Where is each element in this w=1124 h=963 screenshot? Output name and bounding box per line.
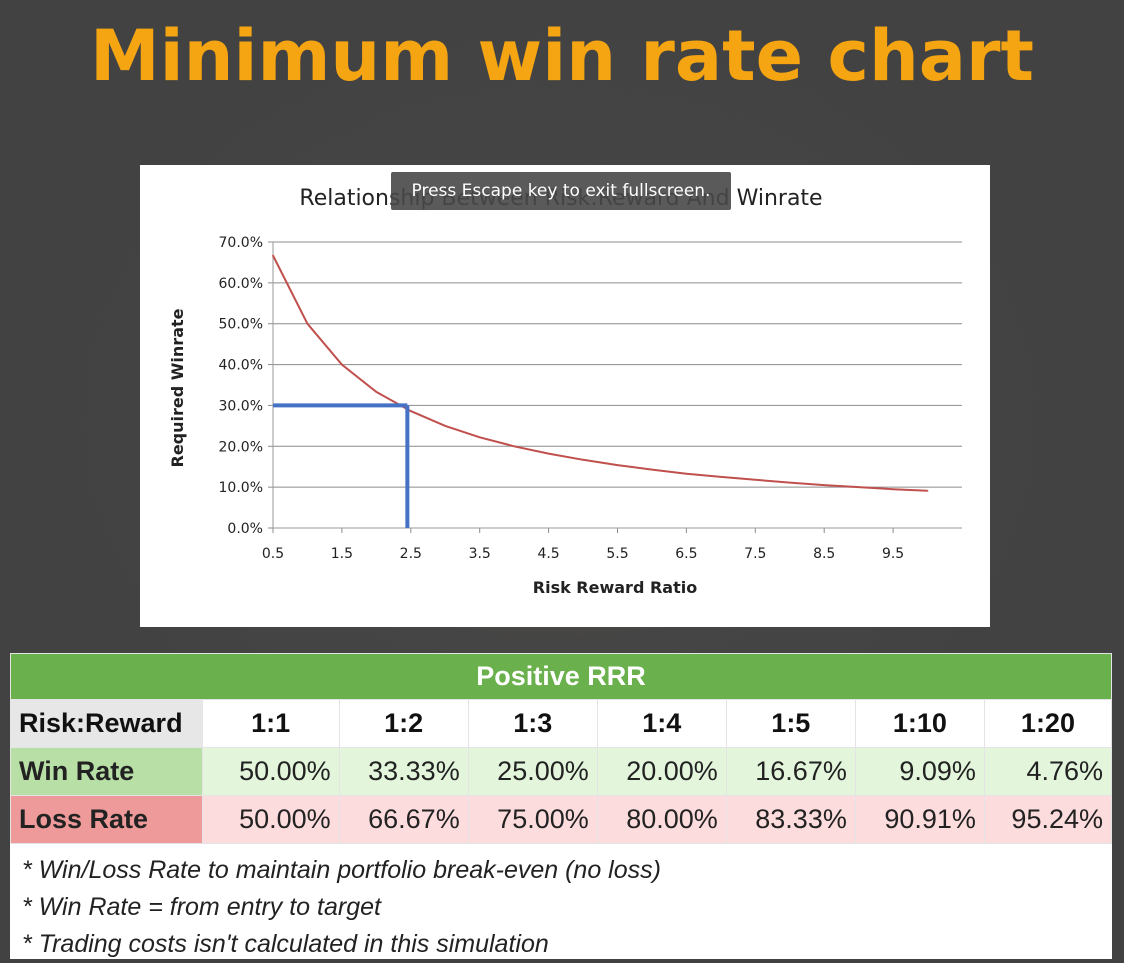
x-tick-label: 0.5 (262, 546, 284, 562)
y-axis-label: Required Winrate (168, 308, 187, 467)
x-tick-label: 9.5 (882, 546, 904, 562)
y-tick-label: 50.0% (219, 317, 263, 333)
annotation-layer (273, 403, 410, 528)
ratio-cell: 1:5 (725, 699, 856, 748)
x-axis-label: Risk Reward Ratio (533, 578, 697, 597)
data-point (272, 254, 274, 257)
loss-rate-cell: 83.33% (725, 795, 856, 844)
y-tick-label: 0.0% (227, 521, 263, 537)
table-notes: * Win/Loss Rate to maintain portfolio br… (10, 844, 1112, 963)
note-line: * Win/Loss Rate to maintain portfolio br… (22, 856, 661, 884)
y-tick-label: 40.0% (219, 358, 263, 374)
note-line: * Win Rate = from entry to target (22, 893, 381, 921)
ratio-row-label: Risk:Reward (10, 699, 203, 748)
win-rate-cell: 50.00% (201, 747, 340, 796)
x-tick-label: 8.5 (813, 546, 835, 562)
data-point (685, 472, 688, 475)
win-rate-label: Win Rate (10, 747, 203, 796)
loss-rate-cell: 80.00% (596, 795, 727, 844)
x-tick-labels: 0.5 1.5 2.5 3.5 4.5 5.5 6.5 7.5 8.5 9.5 (262, 546, 904, 562)
x-tick-label: 5.5 (606, 546, 628, 562)
note-line: * Trading costs isn't calculated in this… (22, 930, 549, 958)
y-tick-label: 60.0% (219, 276, 263, 292)
win-rate-cell: 9.09% (854, 747, 985, 796)
ratio-row: Risk:Reward 1:1 1:2 1:3 1:4 1:5 1:10 1:2… (10, 699, 1113, 748)
ratio-cell: 1:2 (338, 699, 469, 748)
data-point (720, 476, 722, 478)
y-tick-label: 20.0% (219, 439, 263, 455)
data-point (375, 391, 378, 393)
data-point (306, 322, 309, 325)
data-point (341, 363, 343, 366)
x-tick-label: 6.5 (675, 546, 697, 562)
rrr-grid: Positive RRR Risk:Reward 1:1 1:2 1:3 1:4… (10, 653, 1113, 844)
rrr-table: Positive RRR Risk:Reward 1:1 1:2 1:3 1:4… (10, 653, 1113, 959)
loss-rate-cell: 66.67% (338, 795, 469, 844)
data-point (892, 488, 894, 490)
y-tick-label: 10.0% (219, 480, 263, 496)
data-point (616, 464, 619, 466)
x-tick-label: 2.5 (400, 546, 422, 562)
win-rate-row: Win Rate 50.00% 33.33% 25.00% 20.00% 16.… (10, 747, 1113, 796)
table-title: Positive RRR (10, 653, 1112, 700)
loss-rate-cell: 90.91% (854, 795, 985, 844)
data-point (410, 410, 412, 412)
fullscreen-exit-toast: Press Escape key to exit fullscreen. (391, 172, 731, 210)
win-rate-cell: 4.76% (983, 747, 1113, 796)
ratio-cell: 1:10 (854, 699, 985, 748)
loss-rate-cell: 75.00% (467, 795, 598, 844)
data-point (478, 436, 481, 439)
x-tick-label: 4.5 (537, 546, 559, 562)
data-point (513, 445, 515, 448)
x-tick-label: 7.5 (744, 546, 766, 562)
win-rate-cell: 16.67% (725, 747, 856, 796)
page-title: Minimum win rate chart (89, 15, 1035, 97)
data-point (788, 481, 791, 484)
y-tick-labels: 0.0% 10.0% 20.0% 30.0% 40.0% 50.0% 60.0% 70.0% (219, 235, 263, 537)
y-tick-label: 30.0% (219, 398, 263, 414)
loss-rate-cell: 50.00% (201, 795, 340, 844)
y-tick-label: 70.0% (219, 235, 263, 251)
data-point (823, 484, 825, 486)
series-layer (272, 254, 929, 492)
data-point (547, 452, 550, 455)
series-line (272, 255, 928, 492)
data-point (926, 490, 929, 492)
win-rate-cell: 33.33% (338, 747, 469, 796)
data-point (754, 478, 757, 481)
x-tick-label: 3.5 (469, 546, 491, 562)
ratio-cell: 1:20 (983, 699, 1113, 748)
gridlines (268, 241, 962, 533)
ratio-cell: 1:1 (201, 699, 340, 748)
data-point (582, 458, 584, 461)
win-rate-cell: 20.00% (596, 747, 727, 796)
data-point (857, 486, 860, 488)
data-point (651, 468, 653, 471)
loss-rate-row: Loss Rate 50.00% 66.67% 75.00% 80.00% 83… (10, 795, 1113, 844)
win-rate-cell: 25.00% (467, 747, 598, 796)
loss-rate-label: Loss Rate (10, 795, 203, 844)
x-tick-label: 1.5 (331, 546, 353, 562)
chart-svg: Relationship Between Risk:Reward And Win… (168, 186, 962, 597)
ratio-cell: 1:3 (467, 699, 598, 748)
win-rate-chart: Relationship Between Risk:Reward And Win… (140, 165, 990, 627)
loss-rate-cell: 95.24% (983, 795, 1113, 844)
ratio-cell: 1:4 (596, 699, 727, 748)
data-point (444, 425, 447, 427)
